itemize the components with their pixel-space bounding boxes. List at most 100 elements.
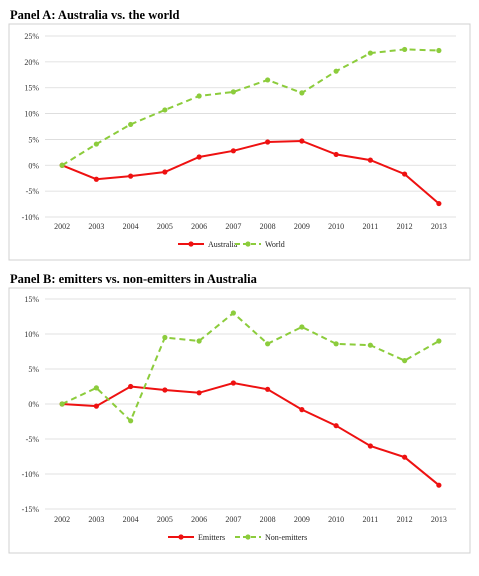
panel-a-x-tick-label: 2002 <box>54 222 70 231</box>
panel-a-data-point-australia <box>299 138 305 144</box>
panel-a-x-tick-label: 2010 <box>328 222 344 231</box>
panel-b-x-tick-label: 2012 <box>397 515 413 524</box>
panel-a-legend-label: World <box>265 240 285 249</box>
panel-a-y-tick-label: 5% <box>28 135 39 144</box>
panel-b-data-point-non-emitters <box>230 310 236 316</box>
panel-b-frame <box>8 287 471 554</box>
panel-b-data-point-non-emitters <box>93 385 99 391</box>
panel-b-data-point-emitters <box>162 387 168 393</box>
panel-a-x-tick-label: 2012 <box>397 222 413 231</box>
panel-b-data-point-non-emitters <box>299 324 305 330</box>
panel-a-data-point-world <box>333 68 339 74</box>
panel-a-data-point-world <box>162 107 168 113</box>
panel-b-data-point-emitters <box>196 390 202 396</box>
panel-b-y-tick-label: 10% <box>24 330 39 339</box>
panel-a-y-tick-label: 15% <box>24 84 39 93</box>
panel-b-y-tick-label: 5% <box>28 365 39 374</box>
panel-b-x-tick-label: 2005 <box>157 515 173 524</box>
panel-b-data-point-non-emitters <box>402 358 408 364</box>
panel-b-x-tick-label: 2013 <box>431 515 447 524</box>
panel-a-y-tick-label: -5% <box>26 187 40 196</box>
panel-a-data-point-world <box>402 46 408 53</box>
panel-b-data-point-non-emitters <box>59 401 65 407</box>
panel-a-data-point-australia <box>265 139 271 145</box>
panel-a-x-tick-label: 2007 <box>225 222 241 231</box>
panel-a-legend-label: Australia <box>208 240 238 249</box>
panel-a-data-point-world <box>196 93 202 99</box>
panel-b-data-point-non-emitters <box>196 338 202 344</box>
panel-b-data-point-non-emitters <box>436 338 442 344</box>
panel-a-frame <box>8 23 471 261</box>
panel-a-x-tick-label: 2006 <box>191 222 207 231</box>
panel-a-data-point-world <box>265 77 271 83</box>
panel-a-data-point-australia <box>162 169 168 175</box>
panel-a-series-line-australia <box>61 139 440 205</box>
panel-b-x-tick-label: 2002 <box>54 515 70 524</box>
panel-a-data-point-australia <box>367 157 373 163</box>
panel-a-y-tick-label: 20% <box>24 58 39 67</box>
panel-a-x-tick-label: 2009 <box>294 222 310 231</box>
panel-b-y-tick-label: -15% <box>22 505 40 514</box>
panel-a-x-tick-label: 2013 <box>431 222 447 231</box>
panel-a-y-tick-label: 10% <box>24 110 39 119</box>
panel-a-data-point-world <box>59 162 65 168</box>
panel-a-x-tick-label: 2004 <box>123 222 139 231</box>
panel-b-y-tick-label: 0% <box>28 400 39 409</box>
panel-a-data-point-world <box>93 141 99 147</box>
panel-b-x-tick-label: 2008 <box>260 515 276 524</box>
panel-a-legend-marker <box>245 241 251 247</box>
panel-b-x-tick-label: 2010 <box>328 515 344 524</box>
panel-b-data-point-emitters <box>402 454 408 460</box>
panel-b-data-point-emitters <box>367 443 373 449</box>
panel-a-x-tick-label: 2011 <box>363 222 379 231</box>
panel-b-data-point-emitters <box>230 380 236 386</box>
panel-b-data-point-emitters <box>333 423 339 429</box>
panel-b-data-point-non-emitters <box>162 334 168 341</box>
panel-b-y-tick-label: -5% <box>26 435 40 444</box>
panel-b-series-line-emitters <box>62 381 440 486</box>
panel-b-data-point-non-emitters <box>367 342 373 348</box>
panel-b-data-point-emitters <box>128 383 134 390</box>
panel-a-x-tick-label: 2008 <box>260 222 276 231</box>
panel-a-data-point-world <box>128 121 134 128</box>
panel-a-data-point-australia <box>402 171 408 177</box>
panel-b-data-point-emitters <box>299 407 305 413</box>
panel-b-legend-marker <box>245 534 251 540</box>
panel-a-data-point-australia <box>196 154 202 160</box>
panel-b-legend-marker <box>178 534 184 540</box>
panel-b-data-point-non-emitters <box>128 418 134 424</box>
panel-b-x-tick-label: 2006 <box>191 515 207 524</box>
panel-a-data-point-australia <box>93 176 99 182</box>
panel-a-data-point-world <box>436 47 442 54</box>
panel-a-data-point-australia <box>436 200 442 207</box>
panel-a-data-point-world <box>299 90 305 96</box>
panel-a-legend-marker <box>188 241 194 247</box>
panel-b-legend-label: Non-emitters <box>265 533 307 542</box>
panel-a-x-tick-label: 2003 <box>88 222 104 231</box>
panel-a-y-tick-label: -10% <box>22 213 40 222</box>
panel-a-x-tick-label: 2005 <box>157 222 173 231</box>
panel-b-x-tick-label: 2007 <box>225 515 241 524</box>
panel-b-y-tick-label: 15% <box>24 295 39 304</box>
panel-b-data-point-emitters <box>93 403 99 409</box>
panel-b-legend-label: Emitters <box>198 533 225 542</box>
panel-b-title: Panel B: emitters vs. non-emitters in Au… <box>10 272 257 286</box>
panel-a-data-point-world <box>367 50 373 56</box>
panel-b-x-tick-label: 2004 <box>123 515 139 524</box>
panel-a-data-point-australia <box>128 173 134 179</box>
panel-a-y-tick-label: 0% <box>28 161 39 170</box>
panel-a-data-point-world <box>230 89 236 95</box>
panel-b-x-tick-label: 2003 <box>88 515 104 524</box>
panel-b-x-tick-label: 2011 <box>363 515 379 524</box>
panel-b-series-line-non-emitters <box>61 311 440 423</box>
panel-b-data-point-non-emitters <box>265 341 271 347</box>
panel-a-data-point-australia <box>333 151 339 158</box>
panel-b-y-tick-label: -10% <box>22 470 40 479</box>
panel-a-y-tick-label: 25% <box>24 32 39 41</box>
panel-b-x-tick-label: 2009 <box>294 515 310 524</box>
panel-a-series-line-world <box>61 48 439 167</box>
panel-b-data-point-non-emitters <box>333 341 339 347</box>
panel-a-title: Panel A: Australia vs. the world <box>10 8 180 22</box>
panel-b-data-point-emitters <box>265 386 271 392</box>
